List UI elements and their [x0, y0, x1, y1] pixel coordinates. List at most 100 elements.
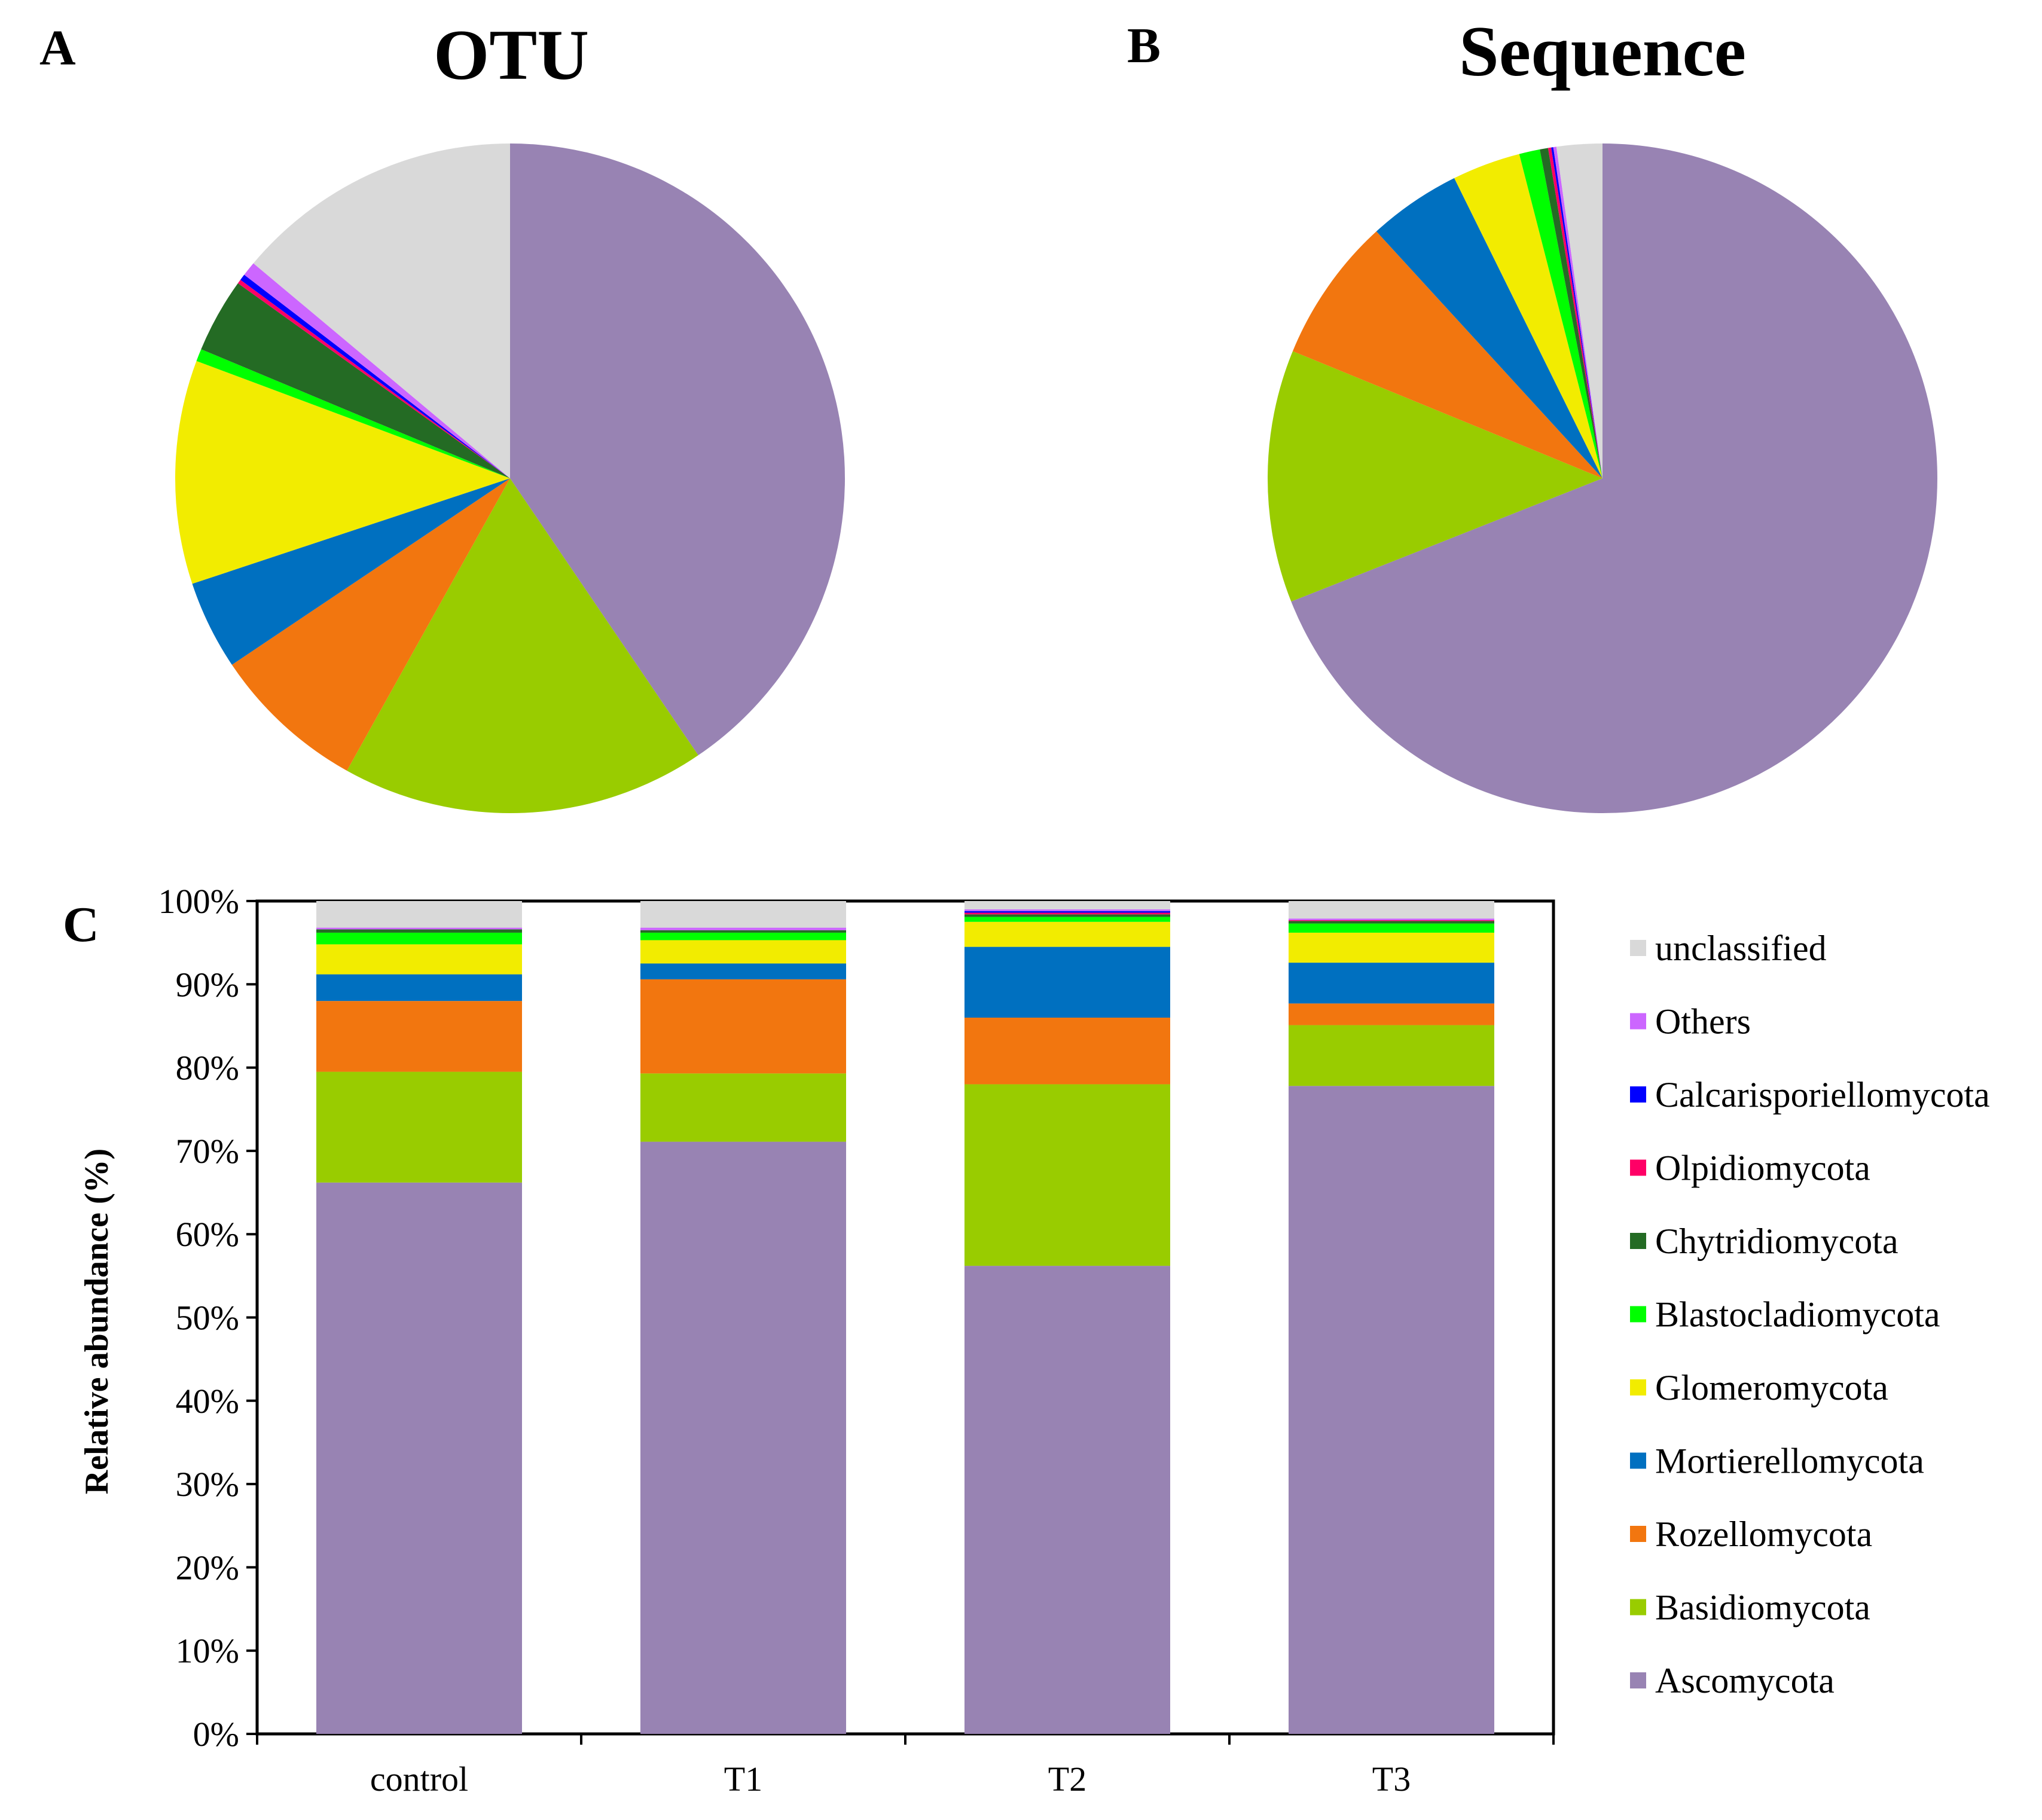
pie-a-slice-unclassified: [253, 143, 510, 478]
legend: unclassified Others Calcarisporiellomycota…: [1630, 929, 1990, 1700]
bar-t3-olpidiomycota: [1289, 920, 1494, 921]
pie-b-slice-basidiomycota: [1268, 351, 1603, 602]
bar-t2-ascomycota: [964, 1266, 1170, 1734]
legend-swatch-others: [1630, 1013, 1646, 1030]
legend-swatch-unclassified: [1630, 940, 1646, 956]
x-tick-label: T1: [724, 1760, 762, 1798]
bar-t3-mortierellomycota: [1289, 963, 1494, 1004]
bar-t2-calcarisporiellomycota: [964, 911, 1170, 913]
bar-t1-rozellomycota: [640, 979, 846, 1074]
pie-b-slice-chytridiomycota: [1540, 148, 1603, 478]
pie-b-slice-blastocladiomycota: [1519, 149, 1603, 479]
bar-control-mortierellomycota: [316, 974, 522, 1001]
bar-t3-glomeromycota: [1289, 932, 1494, 963]
legend-swatch-mortierellomycota: [1630, 1452, 1646, 1469]
pie-b-slice-others: [1553, 146, 1603, 478]
legend-swatch-blastocladiomycota: [1630, 1306, 1646, 1323]
pie-b-title: Sequence: [1459, 11, 1746, 91]
y-axis-title: Relative abundance (%): [78, 1149, 115, 1495]
pie-a-slice-others: [244, 263, 510, 478]
bar-t2-olpidiomycota: [964, 912, 1170, 915]
pie-a-slice-basidiomycota: [347, 478, 698, 814]
bar-t3-ascomycota: [1289, 1086, 1494, 1734]
pie-b-slice-unclassified: [1556, 143, 1603, 478]
bar-control-ascomycota: [316, 1182, 522, 1734]
pie-a-slice-glomeromycota: [175, 361, 511, 584]
bar-t2-glomeromycota: [964, 921, 1170, 947]
pie-b-slice-glomeromycota: [1454, 154, 1603, 478]
bar-control-blastocladiomycota: [316, 932, 522, 945]
bar-t1-chytridiomycota: [640, 930, 846, 933]
bar-t3-basidiomycota: [1289, 1025, 1494, 1086]
bar-control-others: [316, 927, 522, 930]
pie-a-title: OTU: [434, 15, 589, 94]
bar-t1-basidiomycota: [640, 1073, 846, 1142]
legend-swatch-calcarisporiellomycota: [1630, 1086, 1646, 1103]
panel-a-letter: A: [39, 20, 76, 76]
y-tick-label: 100%: [158, 882, 239, 921]
pie-b-slice-rozellomycota: [1292, 231, 1603, 478]
x-tick-label: T3: [1372, 1760, 1411, 1798]
stacked-bar-chart: 0% 10% 20% 30% 40% 50% 60% 70% 80% 90% 100% control…: [158, 882, 1555, 1798]
pie-a-slice-blastocladiomycota: [196, 349, 510, 478]
legend-label-olpidiomycota: Olpidiomycota: [1655, 1149, 1870, 1188]
x-tick-label: T2: [1048, 1760, 1086, 1798]
bar-t3-chytridiomycota: [1289, 921, 1494, 924]
pie-b: [1268, 143, 1938, 814]
legend-label-ascomycota: Ascomycota: [1655, 1661, 1835, 1700]
bar-t3-rozellomycota: [1289, 1003, 1494, 1025]
bar-t3-unclassified: [1289, 901, 1494, 919]
x-tick-label: control: [370, 1760, 468, 1798]
pie-a: [175, 143, 846, 814]
bar-t1-unclassified: [640, 901, 846, 928]
y-tick-label: 60%: [176, 1215, 239, 1254]
y-tick-label: 90%: [176, 965, 239, 1004]
pie-b-slice-calcarisporiellomycota: [1551, 147, 1603, 479]
legend-swatch-chytridiomycota: [1630, 1233, 1646, 1249]
legend-swatch-glomeromycota: [1630, 1379, 1646, 1395]
y-tick-label: 10%: [176, 1632, 239, 1671]
bar-t1-others: [640, 927, 846, 930]
y-tick-label: 80%: [176, 1049, 239, 1088]
y-tick-label: 70%: [176, 1132, 239, 1171]
legend-swatch-olpidiomycota: [1630, 1159, 1646, 1176]
bar-t1-blastocladiomycota: [640, 932, 846, 940]
legend-label-mortierellomycota: Mortierellomycota: [1655, 1442, 1924, 1481]
pie-a-slice-ascomycota: [510, 143, 846, 756]
bar-t3-blastocladiomycota: [1289, 923, 1494, 933]
pie-a-slice-mortierellomycota: [192, 478, 510, 665]
bar-t2-chytridiomycota: [964, 914, 1170, 917]
legend-label-basidiomycota: Basidiomycota: [1655, 1588, 1870, 1627]
panel-b-letter: B: [1127, 18, 1161, 74]
pie-b-slice-mortierellomycota: [1376, 178, 1603, 478]
y-tick-label: 50%: [176, 1299, 239, 1337]
legend-label-rozellomycota: Rozellomycota: [1655, 1514, 1872, 1554]
pie-a-slice-rozellomycota: [231, 478, 510, 771]
y-tick-label: 40%: [176, 1382, 239, 1421]
pie-a-slice-olpidiomycota: [237, 280, 510, 478]
bar-control-rozellomycota: [316, 1001, 522, 1072]
bar-t2-basidiomycota: [964, 1084, 1170, 1266]
legend-swatch-rozellomycota: [1630, 1526, 1646, 1542]
pie-b-slice-ascomycota: [1291, 143, 1938, 814]
bar-t2-others: [964, 909, 1170, 911]
bar-control-chytridiomycota: [316, 929, 522, 933]
legend-label-blastocladiomycota: Blastocladiomycota: [1655, 1295, 1940, 1335]
bar-t2-rozellomycota: [964, 1018, 1170, 1085]
y-tick-label: 0%: [193, 1715, 239, 1754]
y-tick-label: 30%: [176, 1465, 239, 1504]
bar-t1-ascomycota: [640, 1141, 846, 1734]
legend-label-glomeromycota: Glomeromycota: [1655, 1368, 1888, 1407]
bar-control-unclassified: [316, 901, 522, 928]
legend-label-others: Others: [1655, 1002, 1751, 1042]
panel-c-letter: C: [63, 897, 99, 952]
legend-label-calcarisporiellomycota: Calcarisporiellomycota: [1655, 1075, 1990, 1114]
bar-t1-glomeromycota: [640, 940, 846, 964]
bar-t3-others: [1289, 918, 1494, 921]
bar-t2-mortierellomycota: [964, 946, 1170, 1018]
legend-label-unclassified: unclassified: [1655, 929, 1827, 968]
bar-t1-mortierellomycota: [640, 963, 846, 979]
y-tick-label: 20%: [176, 1548, 239, 1587]
pie-b-slice-olpidiomycota: [1547, 147, 1603, 478]
bar-t2-unclassified: [964, 901, 1170, 909]
